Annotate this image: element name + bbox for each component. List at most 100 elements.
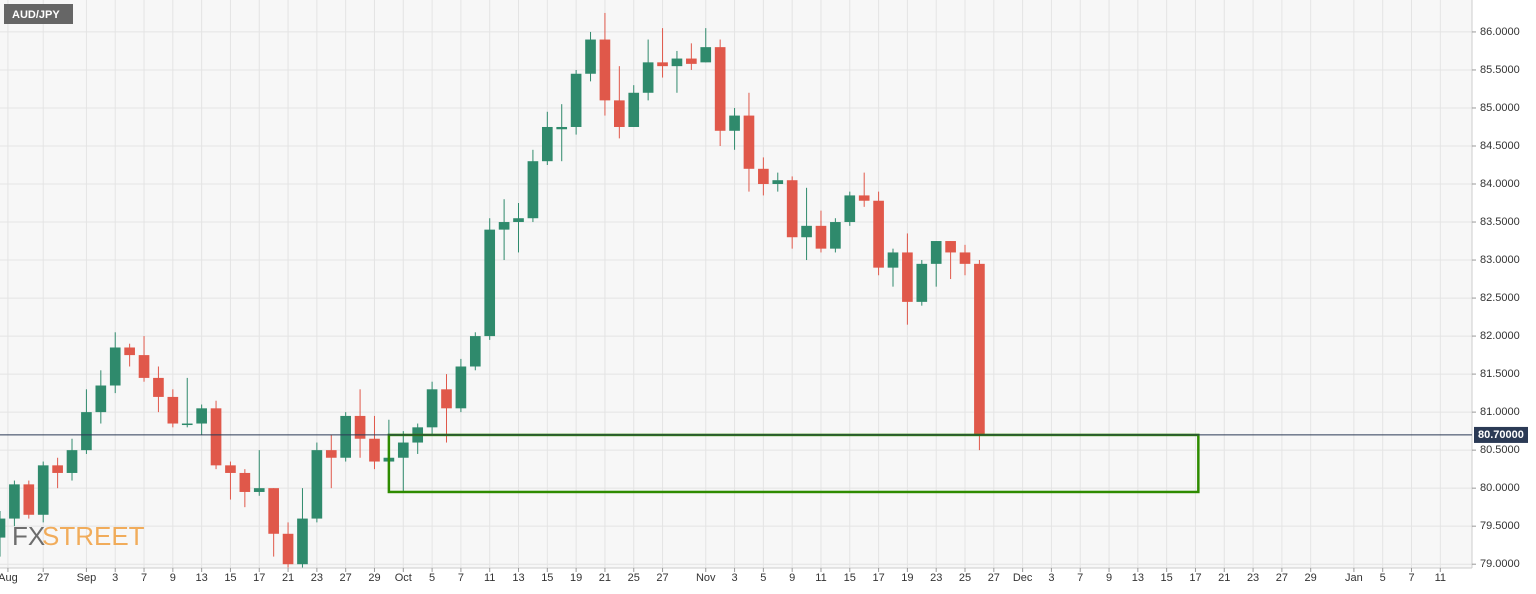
candle-body	[498, 222, 510, 230]
candle-body	[397, 442, 409, 458]
x-tick-label: 23	[311, 572, 323, 584]
candle-body	[469, 336, 481, 367]
candle-body	[23, 484, 35, 515]
candle-body	[541, 126, 553, 162]
x-tick-label: 17	[253, 572, 265, 584]
candle-body	[153, 377, 164, 397]
candle-body	[815, 225, 827, 249]
candle-body	[196, 408, 207, 424]
y-tick-label: 79.0000	[1480, 558, 1520, 570]
x-tick-label: 23	[930, 572, 942, 584]
x-tick-label: 9	[1106, 572, 1112, 584]
candle-body	[354, 415, 366, 439]
x-tick-label: 9	[170, 572, 176, 584]
candle-body	[109, 347, 121, 386]
candle-body	[325, 450, 337, 458]
x-tick-label: 5	[429, 572, 435, 584]
candle-body	[959, 252, 971, 264]
x-tick-label: 25	[628, 572, 640, 584]
y-tick-label: 80.0000	[1480, 482, 1520, 494]
candle-body	[268, 488, 279, 534]
candle-body	[52, 465, 63, 473]
candle-body	[570, 73, 582, 127]
candle-body	[974, 263, 985, 435]
candle-body	[311, 450, 323, 519]
x-tick-label: 27	[988, 572, 1000, 584]
candle-body	[369, 438, 380, 462]
x-tick-label: 3	[112, 572, 118, 584]
logo-street: STREET	[42, 521, 145, 551]
y-tick-label: 80.5000	[1480, 444, 1520, 456]
y-tick-label: 81.0000	[1480, 406, 1520, 418]
x-tick-label: 11	[484, 572, 495, 584]
x-tick-label: 29	[368, 572, 380, 584]
y-tick-label: 82.0000	[1480, 330, 1520, 342]
candle-body	[95, 385, 107, 413]
x-tick-label: 29	[1305, 572, 1317, 584]
y-tick-label: 82.5000	[1480, 292, 1520, 304]
candle-body	[340, 415, 352, 458]
x-tick-label: 27	[340, 572, 352, 584]
y-tick-label: 85.0000	[1480, 102, 1520, 114]
candle-body	[441, 389, 452, 409]
title-box	[4, 4, 73, 24]
candle-body	[599, 39, 611, 101]
x-tick-label: 5	[760, 572, 766, 584]
candle-body	[887, 252, 899, 268]
y-tick-label: 83.0000	[1480, 254, 1520, 266]
candle-body	[9, 484, 20, 519]
candle-body	[239, 472, 251, 492]
candle-body	[426, 389, 438, 428]
candle-body	[714, 47, 726, 131]
candle-body	[758, 168, 769, 185]
candle-body	[455, 366, 467, 409]
candle-body	[858, 195, 870, 201]
x-tick-label: 21	[1218, 572, 1230, 584]
candle-body	[556, 126, 568, 130]
y-tick-label: 84.0000	[1480, 178, 1520, 190]
candle-body	[642, 62, 654, 93]
candle-body	[801, 225, 812, 238]
plot-area	[0, 0, 1472, 568]
candle-body	[945, 241, 956, 253]
y-tick-label: 85.5000	[1480, 64, 1520, 76]
candle-body	[0, 518, 6, 538]
candle-body	[729, 115, 740, 131]
x-tick-label: 25	[959, 572, 971, 584]
candle-body	[66, 450, 78, 473]
x-tick-label: 27	[656, 572, 668, 584]
x-tick-label: 17	[1189, 572, 1201, 584]
candle-body	[700, 47, 712, 63]
x-tick-label: 7	[1408, 572, 1414, 584]
candle-body	[671, 58, 683, 67]
candle-body	[916, 263, 928, 302]
x-tick-label: 27	[1276, 572, 1288, 584]
x-tick-label: 3	[1048, 572, 1054, 584]
x-tick-label: 21	[599, 572, 611, 584]
candle-body	[743, 115, 755, 169]
x-tick-label: 11	[1435, 572, 1446, 584]
x-tick-label: Oct	[395, 572, 412, 584]
x-tick-label: 15	[224, 572, 236, 584]
x-tick-label: Nov	[696, 572, 716, 584]
candle-body	[772, 180, 784, 185]
x-tick-label: 13	[196, 572, 208, 584]
candle-body	[830, 222, 841, 249]
y-tick-label: 86.0000	[1480, 26, 1520, 38]
logo-fx: FX	[12, 521, 45, 551]
candle-body	[527, 161, 539, 219]
x-tick-label: 27	[37, 572, 49, 584]
candle-body	[484, 229, 496, 337]
candle-body	[902, 252, 913, 302]
x-tick-label: Aug	[0, 572, 18, 584]
x-tick-label: 13	[512, 572, 524, 584]
x-tick-label: 5	[1380, 572, 1386, 584]
x-tick-label: Dec	[1013, 572, 1033, 584]
candle-body	[930, 241, 942, 264]
y-tick-label: 84.5000	[1480, 140, 1520, 152]
candle-body	[686, 58, 697, 64]
x-tick-label: 7	[458, 572, 464, 584]
candle-body	[786, 180, 798, 238]
x-tick-label: Sep	[77, 572, 97, 584]
